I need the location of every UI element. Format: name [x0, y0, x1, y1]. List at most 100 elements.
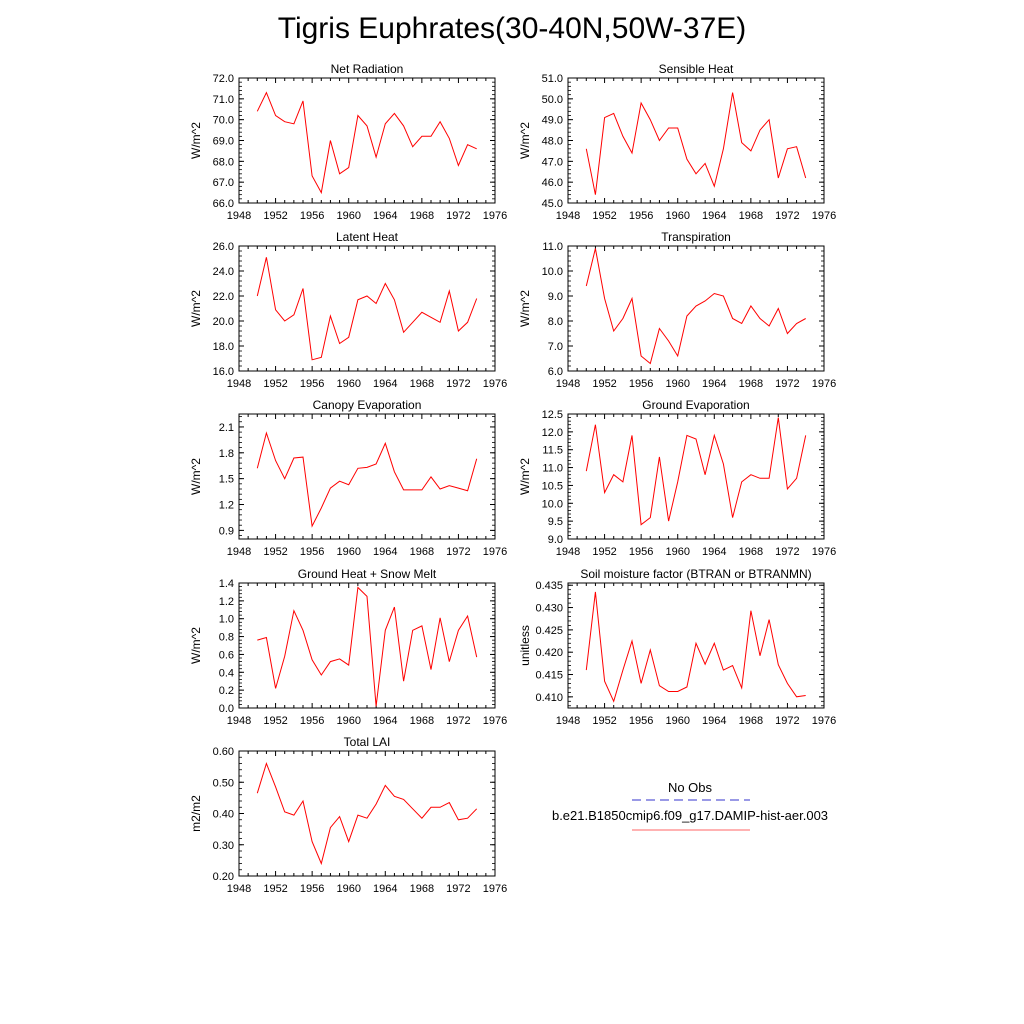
x-tick-label: 1948: [227, 210, 251, 222]
y-tick-label: 8.0: [548, 316, 563, 328]
series-line: [256, 431, 478, 528]
y-tick-label: 20.0: [213, 316, 234, 328]
x-tick-label: 1960: [665, 378, 689, 390]
plot-frame: [567, 77, 825, 204]
panel-5: Canopy Evaporation W/m^2 1948 1952 1956 1960 1…: [189, 398, 507, 558]
x-tick-label: 1960: [665, 715, 689, 727]
y-tick-label: 11.0: [542, 241, 563, 253]
x-tick-label: 1948: [556, 378, 580, 390]
x-tick-label: 1960: [665, 210, 689, 222]
y-tick-label: 49.0: [542, 115, 563, 127]
x-tick-label: 1948: [227, 883, 251, 895]
y-tick-label: 0.435: [535, 580, 563, 592]
plot-frame: [238, 77, 496, 204]
y-tick-label: 50.0: [542, 94, 563, 106]
panel-title: Sensible Heat: [659, 62, 734, 76]
x-tick-label: 1964: [373, 210, 397, 222]
x-tick-label: 1948: [556, 210, 580, 222]
x-tick-label: 1964: [373, 378, 397, 390]
series-line: [256, 761, 478, 866]
y-tick-label: 9.0: [548, 534, 563, 546]
x-tick-label: 1976: [483, 715, 507, 727]
panel-9: Total LAI m2/m2 1948 1952 1956 1960 1964 1968 19…: [189, 735, 507, 895]
panel-title: Net Radiation: [331, 62, 404, 76]
x-tick-label: 1956: [629, 546, 653, 558]
y-axis-label: m2/m2: [189, 795, 203, 832]
x-tick-label: 1952: [592, 210, 616, 222]
legend-label-no-obs: No Obs: [668, 780, 713, 795]
y-tick-label: 9.0: [548, 291, 563, 303]
plot-frame: [567, 245, 825, 372]
y-tick-label: 26.0: [213, 241, 234, 253]
x-tick-label: 1976: [483, 210, 507, 222]
x-tick-label: 1952: [592, 546, 616, 558]
x-tick-label: 1952: [263, 210, 287, 222]
y-tick-label: 71.0: [213, 94, 234, 106]
x-tick-label: 1968: [410, 715, 434, 727]
y-tick-label: 12.0: [542, 427, 563, 439]
y-tick-label: 0.60: [213, 746, 234, 758]
y-tick-label: 10.0: [542, 266, 563, 278]
x-tick-label: 1948: [227, 715, 251, 727]
y-tick-label: 9.5: [548, 516, 563, 528]
panel-6: Ground Evaporation W/m^2 1948 1952 1956 1960 1…: [518, 398, 836, 558]
y-axis-label: W/m^2: [189, 122, 203, 159]
x-tick-label: 1964: [373, 546, 397, 558]
panel-4: Transpiration W/m^2 1948 1952 1956 1960 1964 19…: [518, 230, 836, 390]
y-tick-label: 16.0: [213, 366, 234, 378]
y-tick-label: 0.4: [219, 667, 234, 679]
legend: No Obs b.e21.B1850cmip6.f09_g17.DAMIP-his…: [552, 780, 828, 831]
x-tick-label: 1956: [629, 715, 653, 727]
y-tick-label: 68.0: [213, 156, 234, 168]
panel-title: Latent Heat: [336, 230, 399, 244]
y-axis-label: W/m^2: [189, 458, 203, 495]
figure-title: Tigris Euphrates(30-40N,50W-37E): [277, 12, 747, 45]
y-tick-label: 0.50: [213, 777, 234, 789]
x-tick-label: 1964: [373, 715, 397, 727]
x-tick-label: 1968: [410, 210, 434, 222]
x-tick-label: 1956: [300, 883, 324, 895]
y-tick-label: 24.0: [213, 266, 234, 278]
x-tick-label: 1972: [446, 883, 470, 895]
x-tick-label: 1956: [629, 378, 653, 390]
panel-8: Soil moisture factor (BTRAN or BTRANMN) u…: [518, 567, 836, 727]
panel-title: Transpiration: [661, 230, 731, 244]
plot-frame: [238, 245, 496, 372]
x-tick-label: 1976: [812, 546, 836, 558]
x-tick-label: 1976: [483, 883, 507, 895]
y-tick-label: 70.0: [213, 115, 234, 127]
series-line: [256, 91, 477, 195]
x-tick-label: 1968: [739, 546, 763, 558]
x-tick-label: 1956: [629, 210, 653, 222]
panel-7: Ground Heat + Snow Melt W/m^2 1948 1952 1956…: [189, 567, 507, 727]
panel-title: Canopy Evaporation: [313, 398, 422, 412]
y-tick-label: 0.430: [535, 603, 563, 615]
x-tick-label: 1976: [483, 378, 507, 390]
y-axis-label: W/m^2: [189, 627, 203, 664]
x-tick-label: 1972: [446, 715, 470, 727]
y-tick-label: 0.9: [219, 525, 234, 537]
x-tick-label: 1948: [227, 546, 251, 558]
x-tick-label: 1972: [775, 210, 799, 222]
x-tick-label: 1960: [336, 546, 360, 558]
plot-frame: [238, 413, 496, 540]
x-tick-label: 1960: [336, 210, 360, 222]
y-tick-label: 2.1: [219, 422, 234, 434]
y-tick-label: 1.4: [219, 578, 234, 590]
x-tick-label: 1968: [739, 378, 763, 390]
x-tick-label: 1948: [556, 715, 580, 727]
series-line: [585, 417, 807, 526]
x-tick-label: 1952: [263, 715, 287, 727]
y-tick-label: 0.410: [535, 692, 563, 704]
y-tick-label: 1.2: [219, 596, 234, 608]
x-tick-label: 1952: [592, 378, 616, 390]
x-tick-label: 1972: [446, 210, 470, 222]
x-tick-label: 1960: [336, 715, 360, 727]
series-line: [585, 591, 806, 703]
x-tick-label: 1976: [483, 546, 507, 558]
x-tick-label: 1968: [410, 378, 434, 390]
panel-title: Soil moisture factor (BTRAN or BTRANMN): [580, 567, 811, 581]
series-line: [256, 257, 478, 361]
panel-2: Sensible Heat W/m^2 1948 1952 1956 1960 1964 19…: [518, 62, 836, 222]
